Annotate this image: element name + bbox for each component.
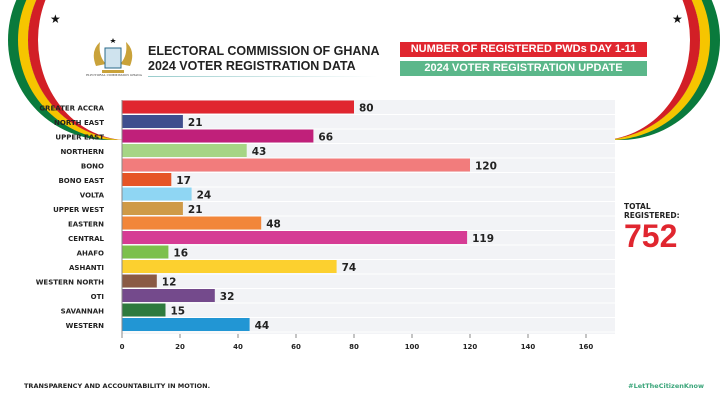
- x-tick-label: 160: [579, 343, 594, 351]
- badge-pwds: NUMBER OF REGISTERED PWDs DAY 1-11: [400, 42, 647, 57]
- coat-of-arms-logo: [93, 38, 133, 73]
- star-icon: ★: [50, 12, 61, 26]
- bar: [122, 231, 468, 244]
- data-label: 44: [255, 320, 270, 332]
- bar: [122, 245, 169, 259]
- category-label: ASHANTI: [69, 264, 104, 272]
- data-label: 21: [188, 204, 203, 216]
- bar: [122, 187, 192, 201]
- category-label: NORTHERN: [60, 148, 104, 156]
- data-label: 120: [475, 160, 497, 172]
- divider: [148, 76, 378, 77]
- data-label: 80: [359, 102, 374, 114]
- category-label: CENTRAL: [68, 235, 104, 243]
- bar: [122, 115, 183, 128]
- category-label: WESTERN: [66, 322, 104, 330]
- bar-chart: GREATER ACCRA 80 NORTH EAST 21 UPPER EAST 66 N…: [36, 100, 615, 351]
- data-label: 43: [252, 146, 267, 158]
- bar: [122, 303, 166, 317]
- footer-hashtag: #LetTheCitizenKnow: [628, 382, 704, 390]
- data-label: 32: [220, 291, 235, 303]
- bar: [122, 289, 215, 302]
- category-label: AHAFO: [77, 249, 104, 257]
- x-tick-label: 80: [349, 343, 359, 351]
- total-value: 752: [624, 218, 678, 254]
- data-label: 12: [162, 276, 177, 288]
- category-label: WESTERN NORTH: [36, 278, 104, 286]
- x-tick-label: 120: [463, 343, 478, 351]
- x-tick-label: 140: [521, 343, 536, 351]
- x-tick-label: 20: [175, 343, 185, 351]
- bar: [122, 173, 172, 186]
- subtitle: 2024 VOTER REGISTRATION DATA: [148, 59, 356, 73]
- bar: [122, 274, 157, 288]
- bar: [122, 144, 247, 157]
- data-label: 15: [171, 305, 186, 317]
- bar: [122, 318, 250, 331]
- category-label: SAVANNAH: [61, 307, 104, 315]
- category-label: OTI: [91, 293, 104, 301]
- x-tick-label: 60: [291, 343, 301, 351]
- bar: [122, 260, 337, 273]
- logo-text: ELECTORAL COMMISSION GHANA: [86, 73, 142, 77]
- data-label: 119: [472, 233, 494, 245]
- data-label: 48: [266, 218, 281, 230]
- badge-update: 2024 VOTER REGISTRATION UPDATE: [400, 61, 647, 76]
- x-tick-label: 100: [405, 343, 420, 351]
- bar: [122, 202, 183, 215]
- ghana-flag-ribbon-left: [28, 0, 228, 140]
- data-label: 17: [176, 175, 191, 187]
- category-label: EASTERN: [68, 220, 104, 228]
- bar: [122, 216, 262, 230]
- footer-tagline: TRANSPARENCY AND ACCOUNTABILITY IN MOTIO…: [24, 382, 211, 390]
- total-label: TOTAL REGISTERED:: [624, 202, 680, 220]
- ghana-flag-ribbon-right: [500, 0, 700, 140]
- org-name: ELECTORAL COMMISSION OF GHANA: [148, 44, 380, 58]
- category-label: NORTH EAST: [54, 119, 104, 127]
- category-label: VOLTA: [80, 191, 105, 199]
- bar: [122, 158, 470, 172]
- star-icon: ★: [672, 12, 683, 26]
- data-label: 24: [197, 189, 212, 201]
- data-label: 74: [342, 262, 357, 274]
- category-label: GREATER ACCRA: [39, 104, 104, 112]
- data-label: 66: [318, 131, 333, 143]
- data-label: 21: [188, 117, 203, 129]
- x-tick-label: 0: [120, 343, 125, 351]
- data-label: 16: [173, 247, 188, 259]
- category-label: UPPER EAST: [55, 133, 104, 141]
- category-label: BONO: [81, 162, 104, 170]
- bar: [122, 100, 354, 114]
- x-tick-label: 40: [233, 343, 243, 351]
- bar: [122, 129, 314, 143]
- category-label: BONO EAST: [58, 177, 104, 185]
- page-title: ELECTORAL COMMISSION OF GHANA 2024 VOTER…: [148, 44, 380, 74]
- category-label: UPPER WEST: [53, 206, 104, 214]
